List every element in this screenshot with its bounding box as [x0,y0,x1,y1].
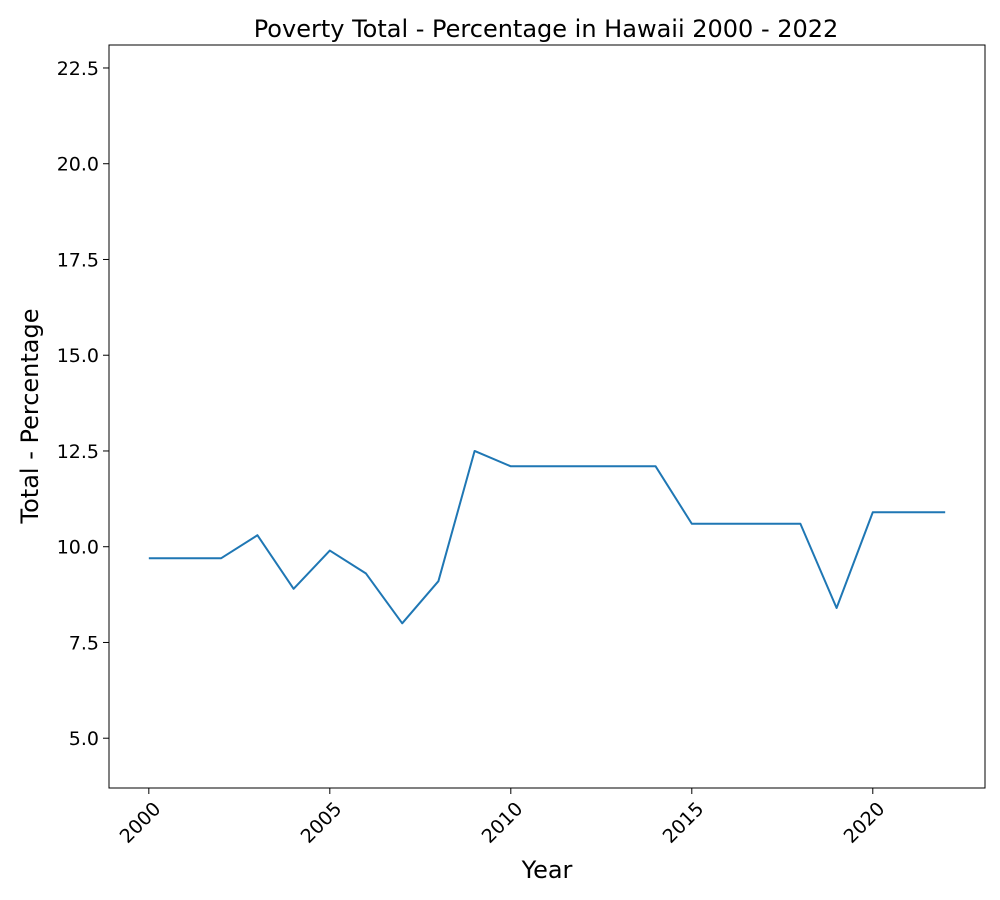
series-line [148,449,946,625]
y-tick-label: 5.0 [69,728,99,750]
data-point [363,571,369,577]
data-point [580,463,586,469]
x-tick-label: 2020 [840,798,890,848]
data-point [508,463,514,469]
data-point [218,555,224,561]
data-point [327,548,333,554]
data-point [689,521,695,527]
data-point [761,521,767,527]
y-tick-label: 7.5 [69,632,99,654]
y-tick-label: 22.5 [57,58,99,80]
data-point [906,509,912,515]
data-point [942,509,948,515]
data-point [472,448,478,454]
y-tick-label: 10.0 [57,537,99,559]
data-point [870,509,876,515]
plot-area [108,44,986,789]
x-tick-label: 2000 [116,798,166,848]
data-point [291,586,297,592]
data-point [653,463,659,469]
data-point [146,555,152,561]
data-point [834,605,840,611]
x-axis-title: Year [521,856,573,884]
data-point [399,620,405,626]
data-point [544,463,550,469]
data-point [435,578,441,584]
data-point [725,521,731,527]
data-point [182,555,188,561]
data-point [797,521,803,527]
data-point [616,463,622,469]
y-tick-label: 20.0 [57,154,99,176]
x-tick-label: 2005 [297,798,347,848]
x-tick-label: 2010 [478,798,528,848]
y-axis-title: Total - Percentage [16,309,44,525]
data-point [254,532,260,538]
series-layer [146,448,948,626]
y-tick-label: 17.5 [57,249,99,271]
y-tick-label: 15.0 [57,345,99,367]
x-tick-label: 2015 [659,798,709,848]
x-axis: 2000 2005 2010 2015 2020 [116,788,890,848]
y-axis: 5.0 7.5 10.0 12.5 15.0 17.5 20.0 22.5 [57,58,109,750]
chart-title: Poverty Total - Percentage in Hawaii 200… [254,15,839,43]
y-tick-label: 12.5 [57,441,99,463]
